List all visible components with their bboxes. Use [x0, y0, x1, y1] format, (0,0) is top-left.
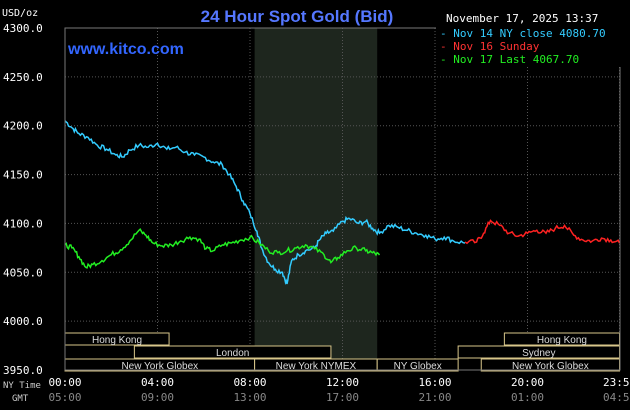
x-tick-label-gmt: 04:59 [603, 391, 630, 404]
x-tick-label-gmt: 05:00 [48, 391, 81, 404]
series-line-0 [64, 120, 466, 286]
session-bar-label: New York Globex [512, 361, 589, 372]
session-bar-label: London [216, 348, 249, 359]
session-bar-box [133, 345, 332, 359]
x-tick-label-ny: 23:59 [603, 376, 630, 389]
y-axis-unit-label: USD/oz [2, 8, 38, 19]
x-axis-row-label-ny: NY Time [3, 381, 41, 391]
y-tick-label: 4300.0 [3, 22, 43, 35]
session-bar-label: New York Globex [121, 361, 198, 372]
x-tick-label-gmt: 09:00 [141, 391, 174, 404]
x-tick-label-gmt: 13:00 [233, 391, 266, 404]
legend-box [436, 27, 630, 67]
session-bar: NY Globex [376, 358, 459, 372]
y-tick-label: 4150.0 [3, 169, 43, 182]
x-axis-row-label-gmt: GMT [12, 394, 29, 404]
legend-dash-icon: - [440, 40, 453, 53]
session-bar: London [133, 345, 332, 359]
x-tick-label-gmt: 17:00 [326, 391, 359, 404]
x-tick-label-gmt: 01:00 [511, 391, 544, 404]
x-tick-label-ny: 04:00 [141, 376, 174, 389]
x-tick-label-ny: 08:00 [233, 376, 266, 389]
session-bar-label: New York NYMEX [276, 361, 357, 372]
session-bar-box [376, 358, 459, 372]
timestamp-text: November 17, 2025 13:37 [446, 12, 598, 25]
session-bar-label: NY Globex [394, 361, 442, 372]
legend-entry-nov17: - Nov 17 Last 4067.70 [440, 53, 579, 66]
session-bar: Sydney [457, 345, 621, 359]
watermark-text: www.kitco.com [67, 41, 184, 58]
legend-dash-icon: - [440, 53, 453, 66]
legend: November 17, 2025 13:37 - Nov 14 NY clos… [436, 12, 630, 67]
series-line-1 [464, 219, 621, 245]
y-tick-label: 4000.0 [3, 315, 43, 328]
y-tick-label: 3950.0 [3, 364, 43, 377]
series-line-2 [64, 228, 381, 269]
y-tick-label: 4200.0 [3, 120, 43, 133]
chart-title: 24 Hour Spot Gold (Bid) [201, 7, 394, 26]
session-bar-label: Sydney [522, 348, 555, 359]
plot-frame [64, 27, 621, 371]
legend-entry-nov14: - Nov 14 NY close 4080.70 [440, 27, 606, 40]
nymex-session-highlight [254, 28, 378, 370]
x-tick-label-ny: 16:00 [418, 376, 451, 389]
x-tick-label-ny: 20:00 [511, 376, 544, 389]
x-tick-label-ny: 00:00 [48, 376, 81, 389]
y-tick-label: 4100.0 [3, 217, 43, 230]
session-bar: Hong Kong [503, 332, 621, 346]
session-bar: Hong Kong [64, 332, 170, 346]
x-tick-label-ny: 12:00 [326, 376, 359, 389]
session-bar-label: Hong Kong [537, 335, 587, 346]
y-tick-label: 4050.0 [3, 266, 43, 279]
session-bar-label: Hong Kong [92, 335, 142, 346]
x-tick-label-gmt: 21:00 [418, 391, 451, 404]
y-tick-label: 4250.0 [3, 71, 43, 84]
legend-dash-icon: - [440, 27, 453, 40]
legend-entry-nov16: - Nov 16 Sunday [440, 40, 540, 53]
